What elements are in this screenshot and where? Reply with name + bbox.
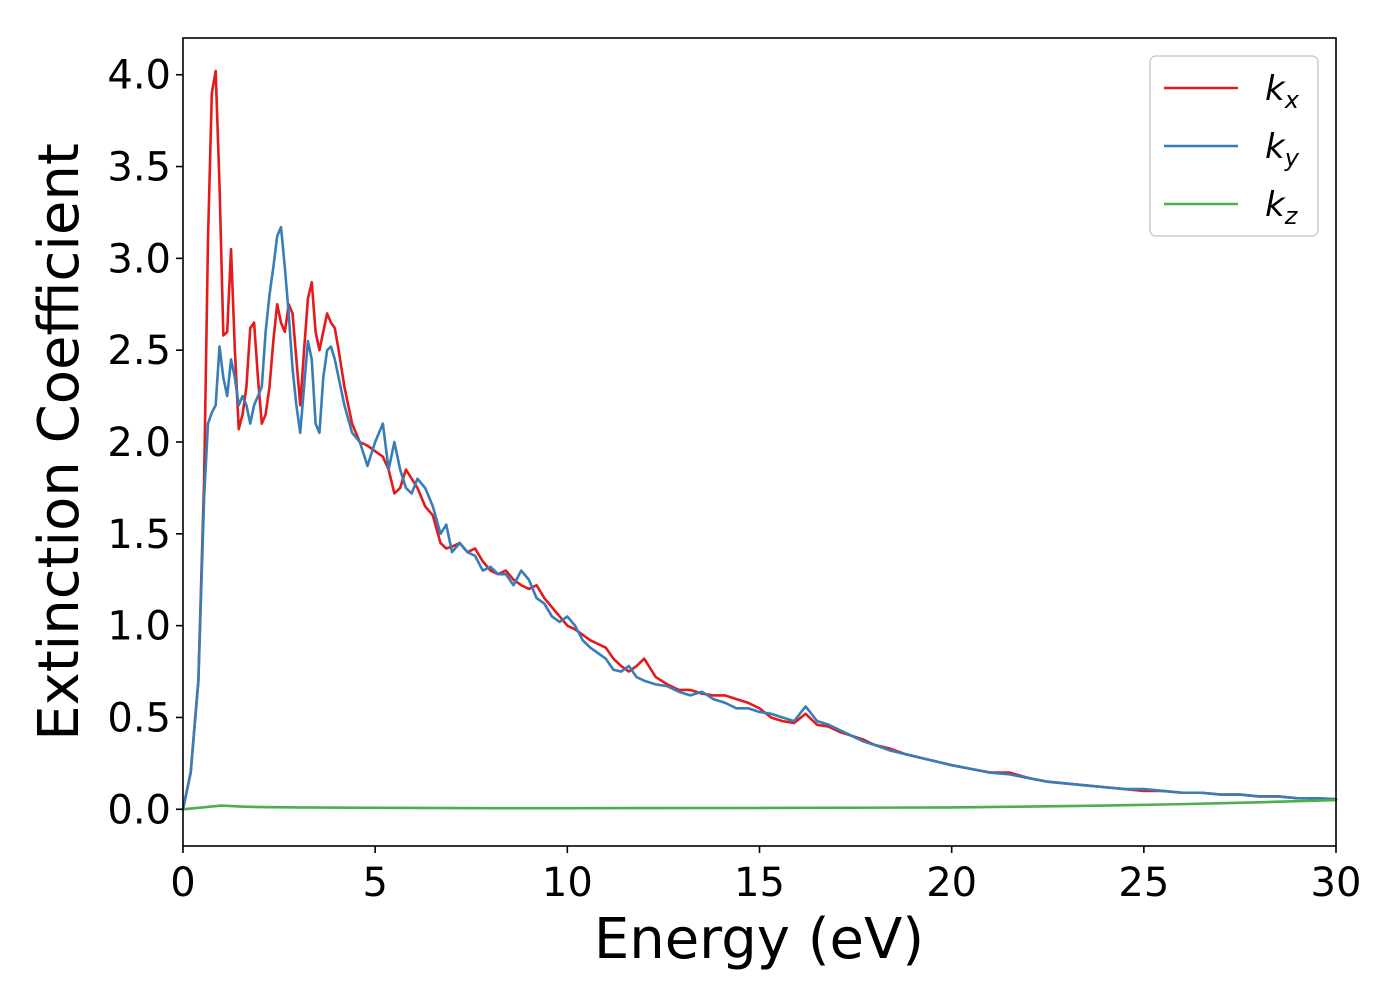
series-line-ky (181, 225, 1338, 811)
y-tick-label: 0.0 (107, 787, 171, 833)
legend-label-kx: kx (1265, 69, 1300, 114)
legend-items: kx ky kz (1164, 69, 1300, 230)
legend-label-kz: kz (1265, 185, 1299, 230)
y-axis: 0.0 0.5 1.0 1.5 2.0 2.5 3.0 3.5 4.0 (107, 53, 183, 833)
y-tick-label: 3.5 (107, 145, 171, 191)
x-tick-label: 20 (926, 860, 977, 906)
y-tick-label: 1.5 (107, 512, 171, 558)
x-tick-label: 15 (734, 860, 785, 906)
x-tick-label: 0 (170, 860, 195, 906)
legend-label-ky: ky (1265, 127, 1300, 172)
y-tick-label: 1.0 (107, 604, 171, 650)
x-tick-label: 5 (362, 860, 387, 906)
legend-item-ky: ky (1164, 127, 1300, 172)
y-tick-label: 2.0 (107, 420, 171, 466)
legend-item-kz: kz (1164, 185, 1299, 230)
x-axis: 0 5 10 15 20 25 30 (170, 846, 1361, 906)
y-tick-label: 2.5 (107, 328, 171, 374)
y-tick-label: 0.5 (107, 695, 171, 741)
series-layer (181, 69, 1338, 811)
series-line-kz (181, 798, 1338, 811)
x-axis-title: Energy (eV) (594, 907, 924, 972)
legend-item-kx: kx (1164, 69, 1300, 114)
y-tick-label: 3.0 (107, 236, 171, 282)
y-tick-label: 4.0 (107, 53, 171, 99)
legend: kx ky kz (1149, 55, 1319, 237)
x-tick-label: 30 (1311, 860, 1362, 906)
x-tick-label: 10 (542, 860, 593, 906)
x-tick-label: 25 (1118, 860, 1169, 906)
y-axis-title: Extinction Coefficient (27, 143, 92, 741)
